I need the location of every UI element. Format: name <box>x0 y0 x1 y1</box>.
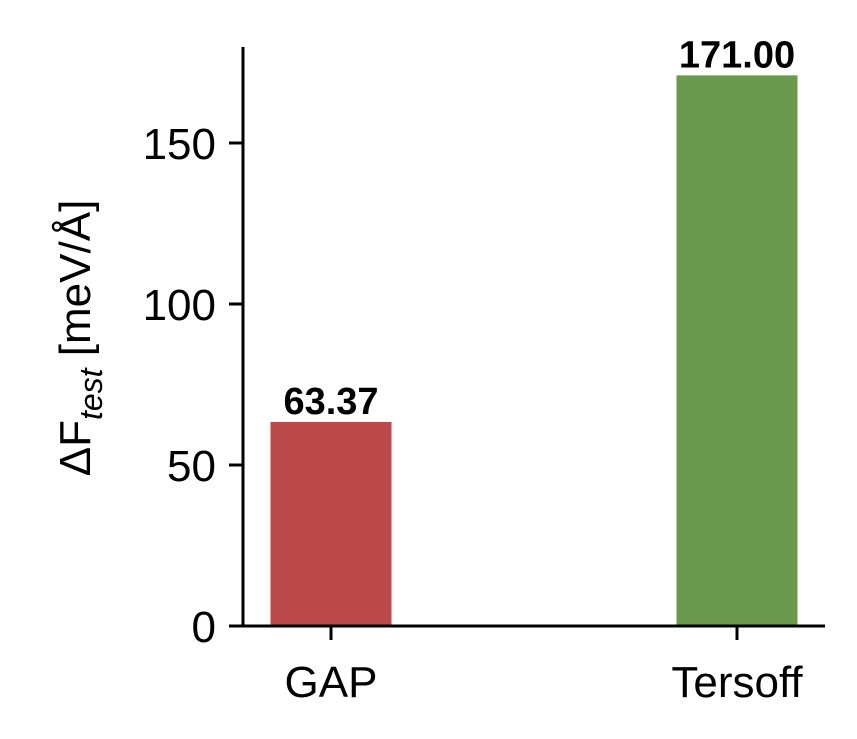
value-label-gap: 63.37 <box>283 381 378 423</box>
bar-tersoff <box>676 75 798 626</box>
y-label-unit: [meV/Å] <box>51 200 100 369</box>
x-ticks: GAP Tersoff <box>285 626 803 707</box>
y-label-subscript: test <box>73 367 109 420</box>
bar-gap <box>270 421 392 626</box>
y-tick-label: 0 <box>192 603 216 652</box>
bars <box>270 75 798 626</box>
y-axis-label: ΔFtest [meV/Å] <box>51 200 109 477</box>
x-tick-label: Tersoff <box>671 658 803 707</box>
value-labels: 63.37 171.00 <box>283 34 795 423</box>
y-tick-label: 50 <box>167 442 216 491</box>
value-label-tersoff: 171.00 <box>679 34 795 76</box>
y-tick-label: 150 <box>143 120 216 169</box>
y-ticks: 0 50 100 150 <box>143 120 243 652</box>
y-label-main: ΔF <box>51 420 100 476</box>
y-tick-label: 100 <box>143 281 216 330</box>
x-tick-label: GAP <box>285 658 378 707</box>
